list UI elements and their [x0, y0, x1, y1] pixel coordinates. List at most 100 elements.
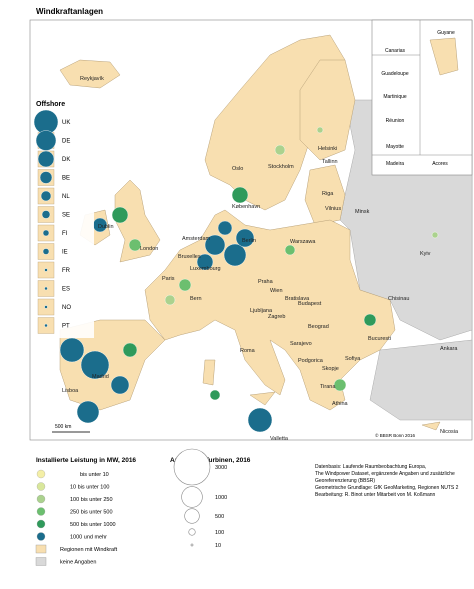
insets: [371, 19, 473, 176]
legend-label: bis unter 10: [80, 472, 109, 478]
source-line: Geometrische Grundlage: GfK GeoMarketing…: [315, 485, 459, 491]
city-label: Nicosia: [440, 429, 459, 435]
city-label: Beograd: [308, 324, 329, 330]
offshore-label: PT: [62, 324, 70, 330]
legend-label: Regionen mit Windkraft: [60, 547, 118, 553]
city-label: Praha: [258, 279, 274, 285]
city-label: Lisboa: [62, 388, 79, 394]
turbine-circle: [184, 508, 200, 524]
city-label: Budapest: [298, 301, 322, 307]
offshore-label: UK: [62, 120, 70, 126]
source-line: Bearbeitung: R. Binot unter Mitarbeit vo…: [315, 492, 436, 498]
turbine-title: Anzahl der Turbinen, 2016: [170, 457, 251, 464]
source-line: Datenbasis: Laufende Raumbeobachtung Eur…: [315, 464, 426, 470]
legend-label: 10 bis unter 100: [70, 485, 109, 491]
source-line: The Windpower Dataset, ergänzende Angabe…: [315, 471, 455, 477]
city-label: Wien: [270, 288, 283, 294]
offshore-label: ES: [62, 287, 70, 293]
city-label: Reykjavík: [80, 76, 104, 82]
offshore-label: SE: [62, 213, 70, 219]
offshore-legend: UK DE DK BE NL SE FI IE FR ES NO PT: [33, 109, 71, 334]
city-label: Bucuresti: [368, 336, 391, 342]
offshore-bubble: [44, 323, 48, 328]
offshore-label: FI: [62, 231, 68, 237]
city-label: Chisinau: [388, 296, 409, 302]
city-label: Sarajevo: [290, 341, 312, 347]
legend-swatch: [36, 519, 46, 529]
city-label: Berlin: [242, 238, 256, 244]
offshore-title: Offshore: [36, 101, 65, 108]
capacity-title: Installierte Leistung in MW, 2016: [36, 457, 136, 464]
city-label: Bern: [190, 296, 202, 302]
copyright: © BBSR Bonn 2016: [375, 432, 415, 438]
inset-label: Guadeloupe: [381, 71, 408, 77]
city-label: Minsk: [355, 209, 370, 215]
turbine-legend: 3000 1000 500 100 10: [173, 448, 227, 549]
turbine-label: 10: [215, 543, 221, 549]
turbine-circle: [188, 528, 196, 536]
legend-label: keine Angaben: [60, 560, 96, 566]
offshore-label: DE: [62, 139, 70, 145]
source-line: Georeferenzierung (BBSR): [315, 478, 375, 484]
city-label: Warszawa: [290, 239, 316, 245]
turbine-label: 1000: [215, 495, 227, 501]
city-label: Skopje: [322, 366, 339, 372]
inset-label: Mayotte: [386, 144, 404, 150]
offshore-bubble: [41, 210, 51, 219]
turbine-label: 100: [215, 530, 224, 536]
offshore-bubble: [44, 268, 48, 272]
city-label: Vilnius: [325, 206, 341, 212]
legend-label: 500 bis unter 1000: [70, 522, 116, 528]
city-label: Luxembourg: [190, 266, 221, 272]
city-label: Bruxelles: [178, 254, 201, 260]
legend-swatch: [36, 482, 46, 491]
turbine-circle: [181, 486, 203, 508]
region-bubbles: [59, 126, 439, 433]
inset-label: Canarias: [385, 48, 406, 54]
inset-label: Martinique: [383, 94, 407, 100]
city-label: København: [232, 204, 260, 210]
source-notes: Datenbasis: Laufende Raumbeobachtung Eur…: [315, 464, 459, 498]
city-label: Bratislava: [285, 296, 310, 302]
title: Windkraftanlagen: [36, 7, 103, 16]
turbine-circle: [173, 448, 211, 486]
legend-swatch: [35, 544, 47, 554]
city-label: Dublin: [98, 224, 114, 230]
turbine-label: 500: [215, 514, 224, 520]
offshore-label: FR: [62, 268, 71, 274]
inset-label: Madeira: [386, 161, 404, 167]
city-label: Valletta: [270, 436, 289, 442]
scale-label: 500 km: [55, 424, 71, 430]
city-label: Kyiv: [420, 251, 431, 257]
city-label: London: [140, 246, 158, 252]
city-labels: Reykjavík Oslo Helsinki Tallinn Stockholm Rig…: [62, 76, 459, 442]
offshore-bubble: [37, 150, 55, 168]
city-label: Helsinki: [318, 146, 337, 152]
legend-swatch: [36, 532, 46, 541]
city-label: Stockholm: [268, 164, 294, 170]
offshore-bubble: [35, 130, 57, 151]
inset-label: Acores: [432, 161, 448, 167]
legend-swatch: [36, 469, 46, 479]
legend-label: 100 bis unter 250: [70, 497, 113, 503]
city-label: Sofiya: [345, 356, 361, 362]
turbine-label: 3000: [215, 465, 227, 471]
city-label: Roma: [240, 348, 256, 354]
offshore-bubble: [42, 248, 50, 255]
city-label: Tallinn: [322, 159, 338, 165]
city-label: Podgorica: [298, 358, 324, 364]
inset-label: Guyane: [437, 30, 455, 36]
offshore-label: NO: [62, 305, 71, 311]
offshore-bubble: [40, 190, 52, 202]
legend-swatch: [36, 507, 46, 516]
offshore-label: IE: [62, 250, 68, 256]
capacity-legend: bis unter 10 10 bis unter 100 100 bis unte…: [35, 469, 118, 566]
turbine-circle: [190, 543, 194, 547]
legend-label: 1000 und mehr: [70, 535, 107, 541]
city-label: Tirana: [320, 384, 336, 390]
legend-swatch: [35, 557, 47, 566]
city-label: Ljubljana: [250, 308, 273, 314]
city-label: Amsterdam: [182, 236, 211, 242]
city-label: Ankara: [440, 346, 458, 352]
